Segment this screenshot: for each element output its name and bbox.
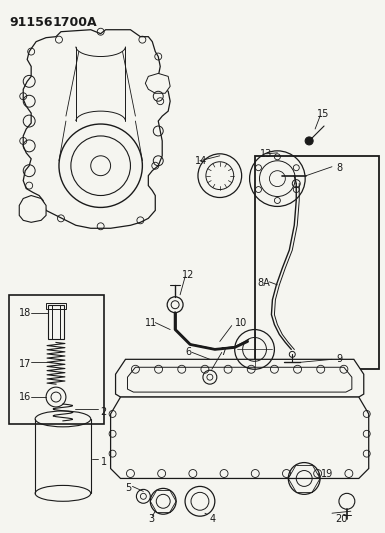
Text: 12: 12: [182, 270, 194, 280]
Text: 1700A: 1700A: [53, 16, 98, 29]
Text: 2: 2: [100, 407, 107, 417]
Bar: [46, 303, 66, 309]
Polygon shape: [23, 30, 170, 228]
Text: 17: 17: [19, 359, 32, 369]
Text: 14: 14: [195, 156, 207, 166]
Text: 11: 11: [146, 318, 157, 328]
Text: 3: 3: [148, 514, 154, 524]
Text: 8A: 8A: [258, 278, 270, 288]
Text: 18: 18: [19, 308, 32, 318]
Text: 1: 1: [100, 457, 107, 466]
Text: 6: 6: [185, 348, 191, 358]
Polygon shape: [19, 196, 46, 222]
Text: 10: 10: [235, 318, 247, 328]
Bar: [52, 305, 60, 340]
Text: 4: 4: [210, 514, 216, 524]
Text: 7: 7: [220, 348, 226, 358]
Text: 5: 5: [126, 483, 132, 494]
Text: 8: 8: [336, 163, 342, 173]
Text: 20: 20: [335, 514, 347, 524]
Polygon shape: [110, 397, 369, 479]
Text: 15: 15: [317, 109, 330, 119]
Text: 16: 16: [19, 392, 32, 402]
Bar: [48, 305, 64, 340]
Text: 91156: 91156: [9, 16, 53, 29]
Text: 19: 19: [321, 469, 333, 479]
Circle shape: [305, 137, 313, 145]
Text: 13: 13: [259, 149, 272, 159]
Polygon shape: [116, 359, 364, 397]
Text: 9: 9: [336, 354, 342, 365]
Bar: [9, 295, 104, 424]
Polygon shape: [146, 74, 170, 93]
Bar: [254, 156, 378, 369]
